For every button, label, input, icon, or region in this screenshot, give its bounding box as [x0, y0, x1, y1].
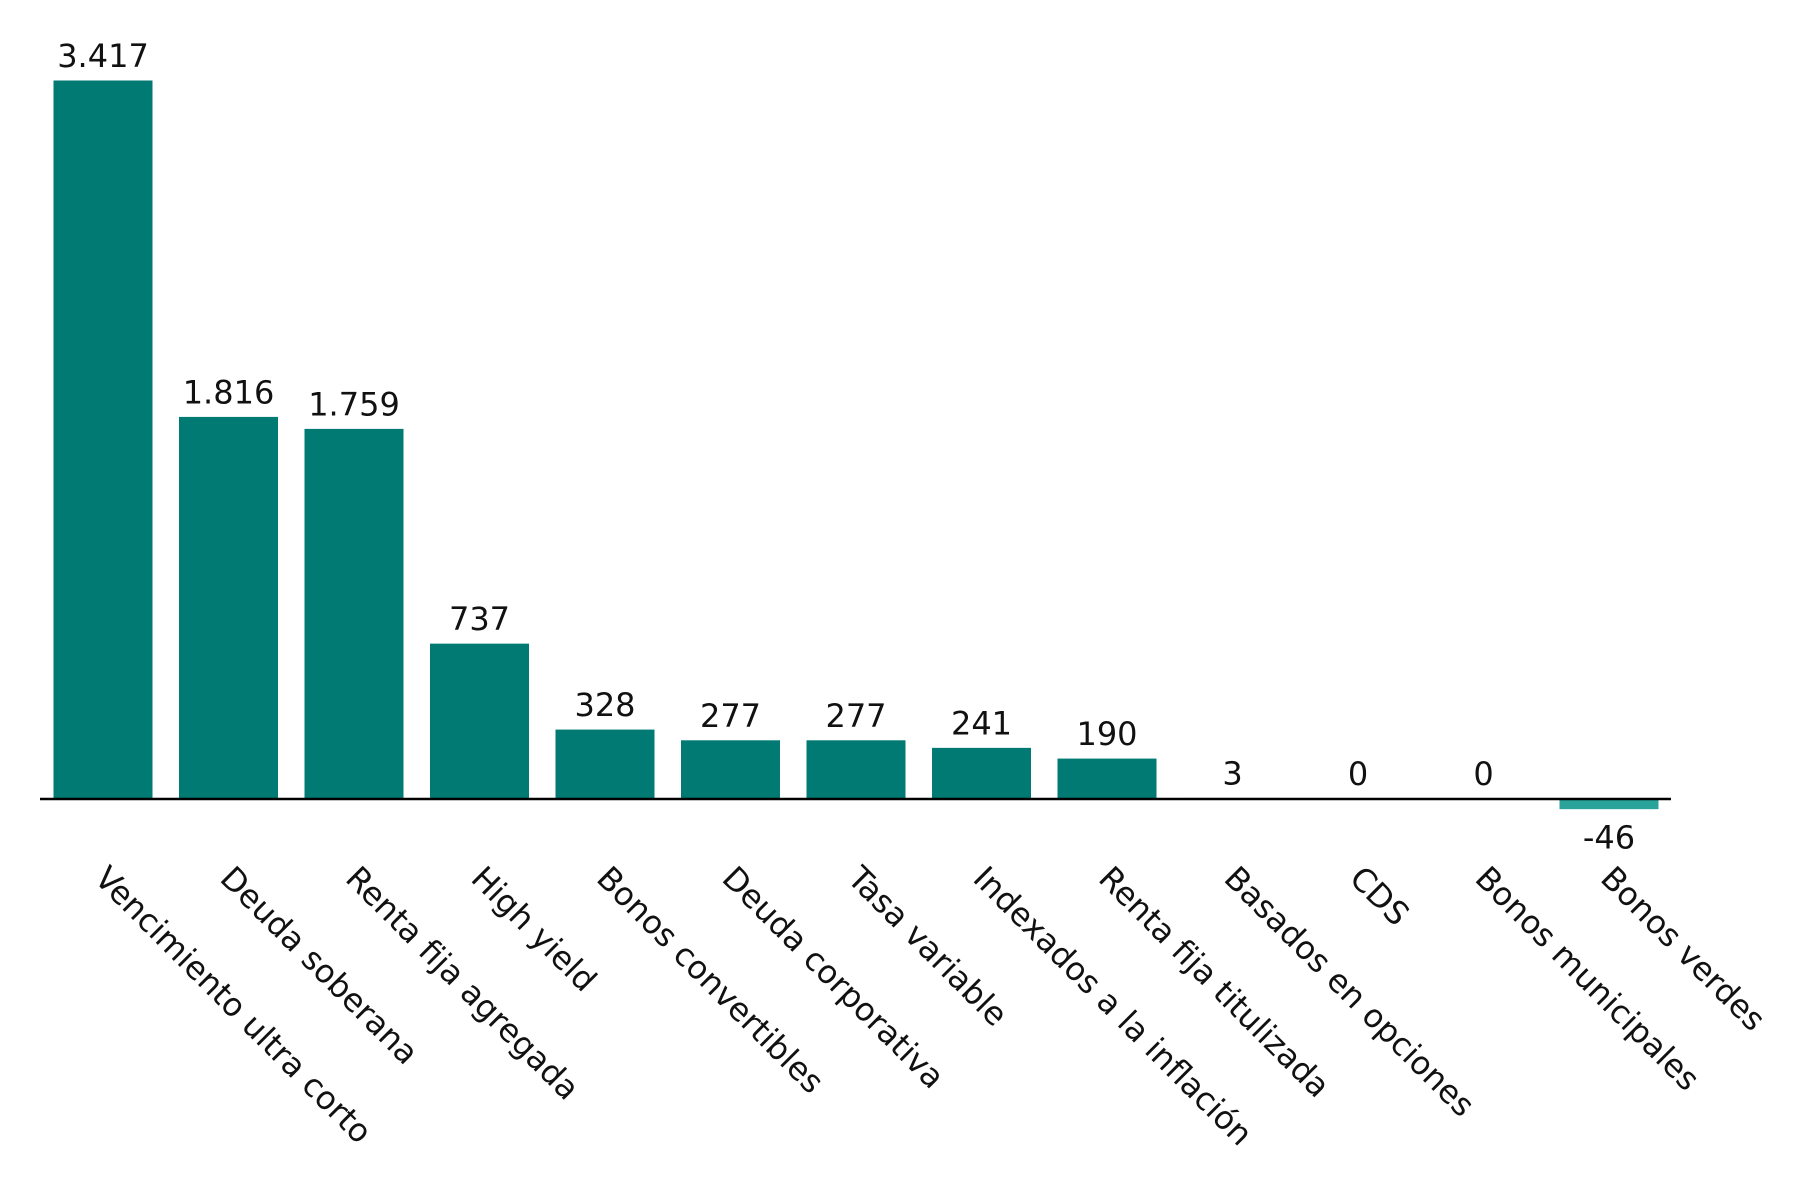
bar: [179, 416, 278, 800]
x-tick-label: CDS: [1342, 859, 1416, 933]
value-label: 0: [1473, 755, 1493, 793]
value-label: 1.816: [183, 373, 275, 411]
x-tick-label: Basados en opciones: [1217, 859, 1482, 1124]
x-tick-label: Deuda corporativa: [715, 859, 952, 1096]
value-label: 3: [1222, 754, 1242, 792]
value-label: 277: [700, 697, 761, 735]
value-label: 3.417: [57, 37, 149, 75]
x-tick-label: Bonos municipales: [1468, 859, 1707, 1098]
x-tick-label: Renta fija titulizada: [1091, 859, 1337, 1105]
value-label: 190: [1076, 715, 1137, 753]
bar: [932, 747, 1031, 800]
bar: [1559, 798, 1659, 810]
value-label: 277: [825, 697, 886, 735]
value-label: 737: [449, 600, 510, 638]
bar: [555, 729, 655, 800]
bar: [1057, 758, 1157, 800]
value-label: 1.759: [308, 385, 400, 423]
bar: [681, 740, 780, 800]
value-label: 0: [1348, 755, 1368, 793]
bar: [806, 740, 906, 800]
x-tick-label: Bonos convertibles: [589, 859, 831, 1101]
value-label: -46: [1583, 819, 1635, 857]
bar: [304, 428, 404, 800]
bar: [53, 80, 153, 800]
bar: [430, 643, 529, 800]
value-label: 241: [951, 704, 1012, 742]
x-tick-label: Renta fija agregada: [338, 859, 587, 1108]
value-label: 328: [574, 686, 635, 724]
